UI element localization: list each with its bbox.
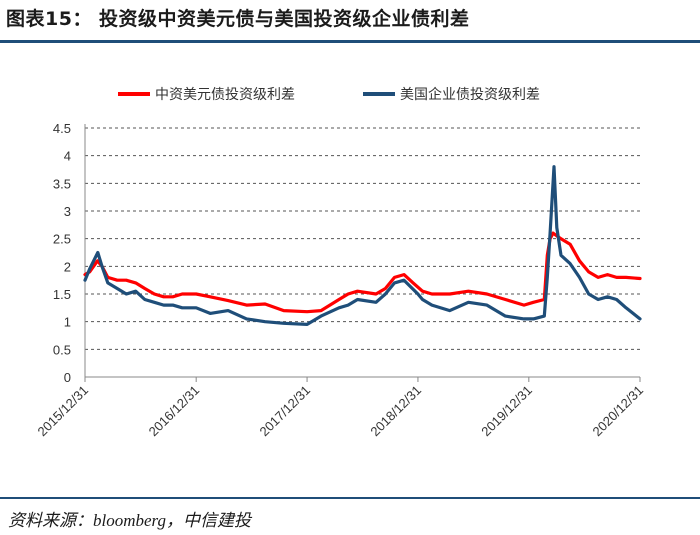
- source-note: 资料来源：bloomberg，中信建投: [8, 511, 252, 530]
- y-tick-label: 1: [64, 315, 71, 330]
- legend-label-series-2: 美国企业债投资级利差: [400, 86, 540, 103]
- x-tick-label: 2018/12/31: [367, 383, 424, 440]
- x-tick-label: 2017/12/31: [257, 383, 314, 440]
- figure-title: 图表15： 投资级中资美元债与美国投资级企业债利差: [6, 8, 470, 30]
- title-divider: [0, 40, 700, 43]
- y-tick-label: 4.5: [53, 121, 71, 136]
- y-tick-label: 3: [64, 204, 71, 219]
- y-tick-label: 1.5: [53, 287, 71, 302]
- chart-legend: 中资美元债投资级利差 美国企业债投资级利差: [118, 86, 540, 103]
- y-tick-label: 2.5: [53, 232, 71, 247]
- source-divider: [0, 497, 700, 499]
- y-tick-label: 0.5: [53, 342, 71, 357]
- x-tick-label: 2016/12/31: [146, 383, 203, 440]
- y-tick-label: 4: [64, 149, 71, 164]
- y-tick-label: 3.5: [53, 176, 71, 191]
- x-tick-label: 2015/12/31: [34, 383, 91, 440]
- x-tick-label: 2019/12/31: [478, 383, 535, 440]
- x-tick-label: 2020/12/31: [589, 383, 646, 440]
- y-tick-label: 2: [64, 259, 71, 274]
- series-line-2: [83, 165, 642, 326]
- spread-line-chart: 中资美元债投资级利差 美国企业债投资级利差 0 0.5 1 1.5 2 2.5 3 3.5 4 4…: [34, 86, 646, 440]
- legend-label-series-1: 中资美元债投资级利差: [155, 87, 295, 103]
- y-tick-label: 0: [64, 370, 71, 385]
